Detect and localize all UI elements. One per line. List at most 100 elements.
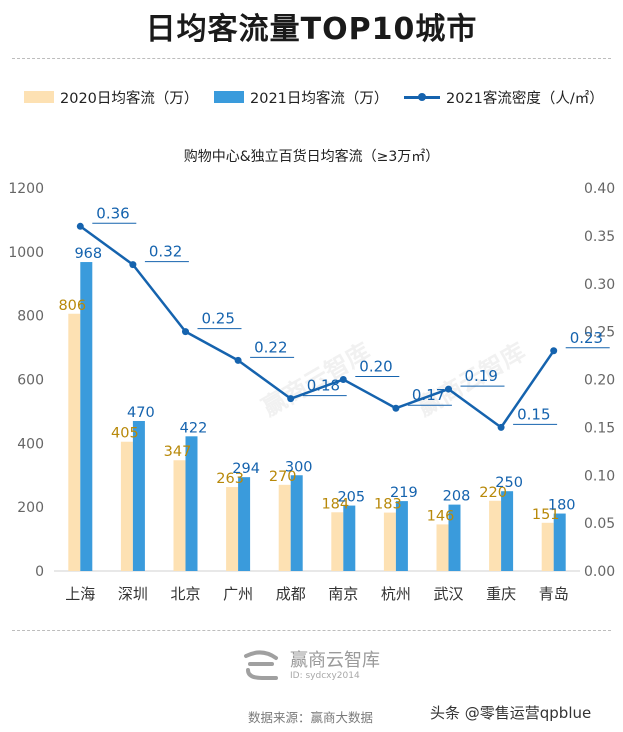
bar-2021-value-label: 219 [390, 485, 418, 501]
density-point [76, 222, 84, 230]
legend-swatch-2020 [24, 91, 54, 103]
density-value-label: 0.22 [254, 338, 287, 356]
y-right-tick-label: 0.00 [584, 564, 615, 580]
bar-2020 [278, 484, 291, 571]
bar-2020-value-label: 151 [532, 507, 560, 523]
bar-2021 [80, 262, 93, 571]
bar-2021 [553, 513, 566, 571]
bar-2020-value-label: 184 [321, 496, 349, 512]
top-divider [12, 58, 611, 59]
y-left-tick-label: 800 [17, 309, 44, 325]
bar-2020 [436, 524, 449, 571]
x-category-label: 青岛 [539, 585, 569, 603]
y-right-tick-label: 0.30 [584, 277, 615, 293]
bar-2021 [290, 475, 303, 571]
legend-label-2020: 2020日均客流（万） [60, 90, 199, 107]
density-point [129, 261, 137, 269]
y-left-tick-label: 200 [17, 500, 44, 516]
density-point [550, 347, 558, 355]
legend-item-2020: 2020日均客流（万） [24, 86, 198, 108]
density-value-label: 0.19 [465, 367, 498, 385]
x-category-label: 上海 [65, 585, 95, 603]
density-value-label: 0.25 [202, 310, 235, 328]
bar-2020-value-label: 405 [111, 426, 139, 442]
y-right-tick-label: 0.25 [584, 325, 615, 341]
legend-item-density: 2021客流密度（人/㎡） [404, 86, 604, 108]
y-right-tick-label: 0.15 [584, 420, 615, 436]
y-left-tick-label: 1000 [8, 245, 44, 261]
data-source: 数据来源：赢商大数据 [248, 710, 374, 725]
watermark-logo-icon [244, 650, 278, 680]
density-point [497, 423, 505, 431]
bar-2020-value-label: 263 [216, 471, 244, 487]
bar-2021-value-label: 294 [232, 461, 260, 477]
bar-2020-value-label: 220 [479, 485, 507, 501]
legend-item-2021: 2021日均客流（万） [214, 86, 388, 108]
bar-2021-value-label: 208 [443, 489, 471, 505]
y-right-tick-label: 0.05 [584, 516, 615, 532]
bar-2020 [489, 500, 502, 571]
bar-2020 [226, 487, 239, 571]
bar-2021 [132, 420, 145, 571]
bar-2021 [343, 505, 356, 571]
y-left-tick-label: 400 [17, 436, 44, 452]
bar-2021-value-label: 205 [337, 490, 365, 506]
bar-2020 [120, 441, 133, 571]
legend: 2020日均客流（万） 2021日均客流（万） 2021客流密度（人/㎡） [0, 86, 623, 108]
x-category-label: 南京 [328, 585, 358, 603]
watermark-id: ID: sydcxy2014 [290, 671, 360, 681]
bar-2021-value-label: 250 [495, 475, 523, 491]
legend-swatch-density [404, 91, 440, 103]
bar-2020 [68, 313, 81, 571]
y-right-tick-label: 0.35 [584, 229, 615, 245]
density-value-label: 0.23 [570, 329, 603, 347]
bar-2021 [448, 504, 461, 571]
x-category-label: 深圳 [118, 585, 148, 603]
density-value-label: 0.20 [359, 358, 392, 376]
y-right-tick-label: 0.20 [584, 373, 615, 389]
density-value-label: 0.15 [517, 405, 550, 423]
legend-swatch-2021 [214, 91, 244, 103]
bar-2021 [395, 501, 408, 571]
chart-plot: 0 200 400 600 800 1000 1200 0.00 0.05 0.10 0.15 0.2… [8, 181, 615, 603]
bar-2021 [238, 477, 251, 571]
overlay-credit: 头条 @零售运营qpblue [430, 704, 592, 722]
x-category-label: 广州 [223, 585, 253, 603]
density-value-label: 0.17 [412, 386, 445, 404]
density-point [445, 385, 452, 393]
legend-label-2021: 2021日均客流（万） [250, 90, 389, 107]
x-category-label: 杭州 [381, 585, 411, 603]
bar-2020-value-label: 270 [269, 469, 297, 485]
y-right-tick-label: 0.10 [584, 468, 615, 484]
x-category-label: 重庆 [486, 585, 516, 603]
bar-2020 [541, 522, 554, 571]
y-right-tick-label: 0.40 [584, 181, 615, 197]
y-left-tick-label: 1200 [8, 181, 44, 197]
bar-2020-value-label: 183 [374, 497, 402, 513]
bar-2021 [185, 436, 198, 571]
chart-title: 日均客流量TOP10城市 [145, 12, 478, 47]
density-value-label: 0.32 [149, 243, 182, 261]
y-left-tick-label: 0 [35, 564, 44, 580]
bar-2020-value-label: 806 [58, 298, 86, 314]
bottom-divider [12, 630, 611, 631]
bar-2020 [383, 512, 396, 571]
density-value-label: 0.36 [96, 204, 129, 222]
bar-2021-value-label: 422 [180, 420, 208, 436]
bar-2021-value-label: 968 [74, 246, 102, 262]
bar-2020-value-label: 347 [164, 444, 192, 460]
bar-2021-value-label: 470 [127, 405, 155, 421]
chart-subtitle: 购物中心&独立百货日均客流（≥3万㎡） [183, 149, 440, 165]
density-point [392, 404, 400, 412]
bar-2020-value-label: 146 [427, 508, 455, 524]
density-value-label: 0.18 [307, 377, 340, 395]
density-point [182, 328, 189, 336]
x-category-label: 北京 [170, 585, 200, 603]
y-left-tick-label: 600 [17, 373, 44, 389]
watermark-name: 赢商云智库 [290, 650, 380, 671]
bar-2021 [501, 491, 514, 571]
bar-2021-value-label: 180 [548, 498, 576, 514]
density-point [339, 376, 347, 383]
x-category-label: 成都 [276, 585, 306, 603]
bar-2020 [173, 460, 186, 571]
